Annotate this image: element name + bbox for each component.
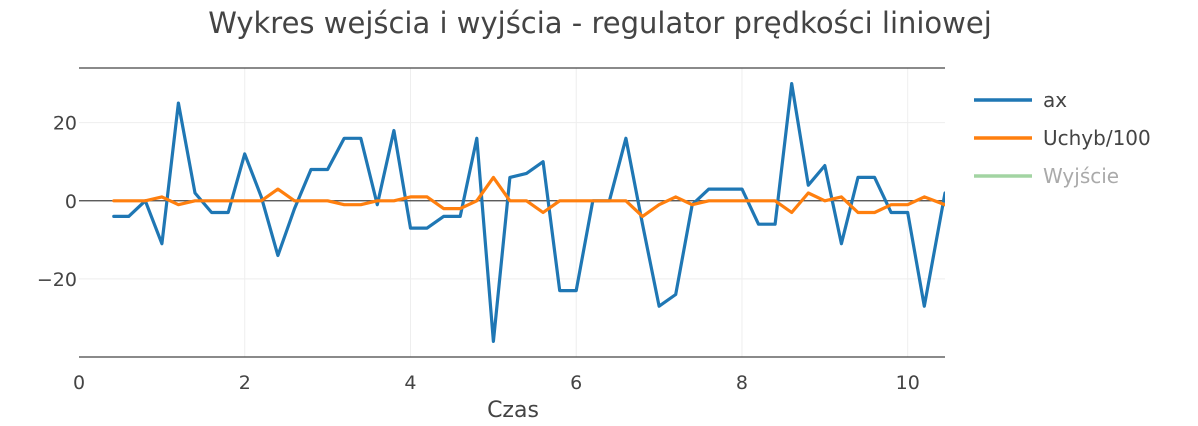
x-tick-label: 8 xyxy=(736,372,748,394)
legend-item-0[interactable]: ax xyxy=(974,88,1067,112)
legend-item-2[interactable]: Wyjście xyxy=(974,164,1119,188)
x-tick-label: 2 xyxy=(239,372,251,394)
y-tick-label: −20 xyxy=(37,269,77,291)
series-line-1 xyxy=(112,175,945,218)
chart-title: Wykres wejścia i wyjścia - regulator prę… xyxy=(208,6,992,40)
legend-item-1[interactable]: Uchyb/100 xyxy=(974,126,1151,150)
y-tick-label: 0 xyxy=(65,191,77,213)
series-line-0 xyxy=(112,81,945,343)
y-tick-label: 20 xyxy=(53,113,77,135)
legend[interactable]: ax Uchyb/100 Wyjście xyxy=(974,88,1151,188)
tick-labels: 0 2 4 6 8 10 −20 0 20 xyxy=(37,113,920,394)
legend-label: ax xyxy=(1043,88,1067,112)
plot-area xyxy=(112,81,945,343)
x-tick-label: 0 xyxy=(73,372,85,394)
grid xyxy=(79,68,945,357)
axes xyxy=(79,67,945,358)
x-tick-label: 6 xyxy=(570,372,582,394)
legend-label: Uchyb/100 xyxy=(1043,126,1151,150)
legend-label: Wyjście xyxy=(1043,164,1119,188)
x-axis-label: Czas xyxy=(487,398,539,423)
x-tick-label: 4 xyxy=(404,372,416,394)
x-tick-label: 10 xyxy=(896,372,920,394)
